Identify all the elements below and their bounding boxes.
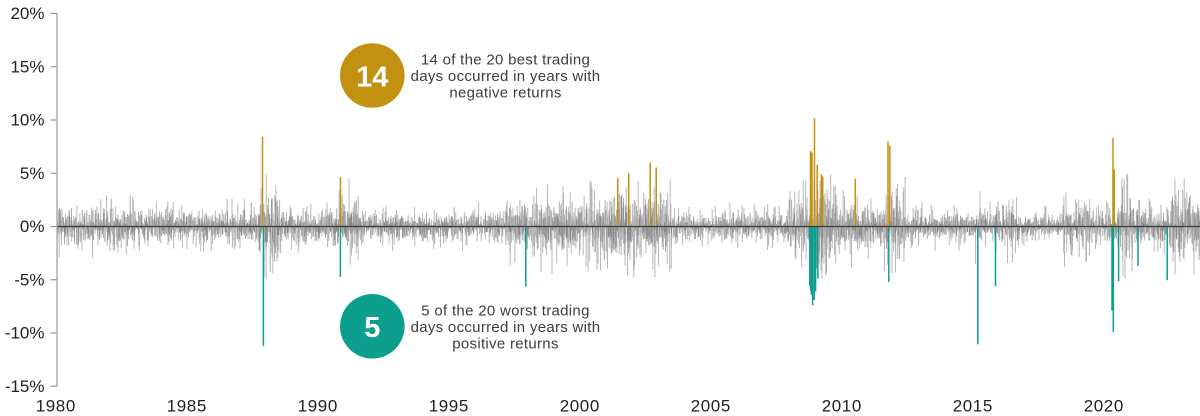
svg-text:negative returns: negative returns	[449, 84, 561, 101]
svg-text:positive returns: positive returns	[452, 335, 559, 352]
svg-text:2015: 2015	[953, 397, 993, 416]
svg-text:1990: 1990	[298, 397, 338, 416]
svg-text:days occurred in years with: days occurred in years with	[411, 68, 601, 85]
svg-text:1995: 1995	[429, 397, 469, 416]
svg-text:14 of the 20 best trading: 14 of the 20 best trading	[421, 52, 590, 69]
svg-text:2020: 2020	[1084, 397, 1124, 416]
svg-text:5 of the 20 worst trading: 5 of the 20 worst trading	[421, 303, 589, 320]
svg-text:0%: 0%	[20, 217, 45, 236]
svg-text:1985: 1985	[167, 397, 207, 416]
svg-text:5%: 5%	[20, 164, 45, 183]
svg-text:-10%: -10%	[5, 324, 45, 343]
svg-text:2000: 2000	[560, 397, 600, 416]
svg-text:2005: 2005	[691, 397, 731, 416]
svg-text:1980: 1980	[36, 397, 76, 416]
svg-text:5: 5	[364, 312, 380, 344]
svg-text:-15%: -15%	[5, 377, 45, 396]
svg-text:10%: 10%	[10, 111, 44, 130]
svg-text:2010: 2010	[822, 397, 862, 416]
svg-text:-5%: -5%	[14, 270, 44, 289]
svg-text:14: 14	[356, 61, 388, 93]
svg-text:20%: 20%	[10, 4, 44, 23]
svg-text:days occurred in years with: days occurred in years with	[411, 319, 601, 336]
svg-text:15%: 15%	[10, 57, 44, 76]
